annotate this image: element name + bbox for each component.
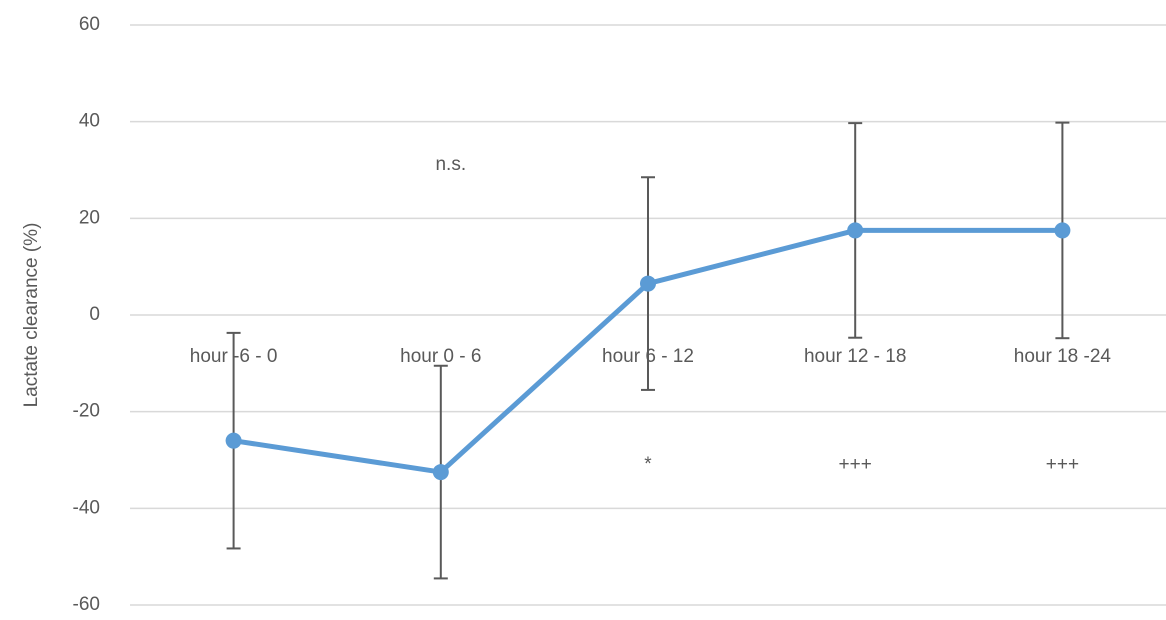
- y-tick-label: -60: [73, 594, 100, 615]
- x-tick-label: hour 18 -24: [1014, 346, 1112, 367]
- significance-label: n.s.: [435, 154, 466, 175]
- data-point: [847, 222, 863, 238]
- y-axis-label: Lactate clearance (%): [21, 223, 42, 408]
- data-point: [640, 276, 656, 292]
- y-tick-label: 60: [79, 14, 100, 35]
- y-tick-label: 0: [89, 304, 100, 325]
- y-tick-label: 40: [79, 111, 100, 132]
- significance-label: *: [644, 454, 652, 475]
- y-tick-label: -20: [73, 401, 100, 422]
- significance-label: +++: [1046, 454, 1079, 475]
- data-point: [226, 433, 242, 449]
- y-tick-label: 20: [79, 207, 100, 228]
- significance-label: +++: [839, 454, 872, 475]
- chart: Lactate clearance (%) -60 -40 -20 0 20 40 60 ho…: [0, 0, 1166, 620]
- y-tick-label: -40: [73, 497, 100, 518]
- x-tick-label: hour 0 - 6: [400, 346, 481, 367]
- data-point: [1054, 222, 1070, 238]
- x-tick-label: hour 12 - 18: [804, 346, 906, 367]
- data-point: [433, 464, 449, 480]
- page: Lactate clearance (%) -60 -40 -20 0 20 40 60 ho…: [0, 0, 1166, 620]
